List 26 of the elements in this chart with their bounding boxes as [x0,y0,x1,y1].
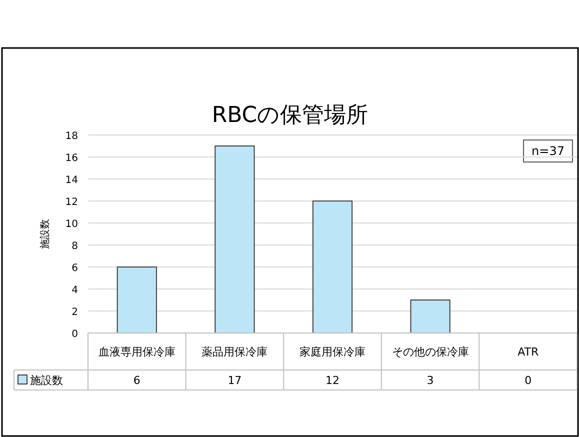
annotation: n=37 [523,140,573,162]
y-tick-label: 6 [72,263,78,274]
y-tick-label: 4 [72,285,78,296]
data-label: 0 [524,374,532,387]
data-label: 12 [326,374,340,387]
y-tick-label: 2 [72,307,78,318]
y-tick-label: 0 [72,329,78,340]
data-label: 17 [228,374,242,387]
x-tick-label: 血液専用保冷庫 [98,346,176,358]
data-label: 3 [426,374,434,387]
x-tick-label: 家庭用保冷庫 [300,346,366,358]
y-tick-label: 18 [65,131,78,142]
legend-label: 施設数 [30,374,63,387]
ylabel: 施設数 [40,219,51,249]
title: RBCの保管場所 [212,103,368,128]
y-tick-label: 12 [65,197,78,208]
annotation: n=37 [532,144,564,158]
y-tick-label: 16 [65,153,78,164]
y-tick-label: 14 [65,175,78,186]
x-tick-label: その他の保冷庫 [392,346,469,358]
y-tick-label: 8 [72,241,78,252]
legend: 施設数 [18,374,63,387]
y-tick-label: 10 [65,219,78,230]
x-tick-label: 薬品用保冷庫 [202,346,268,358]
x-tick-label: ATR [518,346,539,358]
data-label: 6 [133,374,140,387]
